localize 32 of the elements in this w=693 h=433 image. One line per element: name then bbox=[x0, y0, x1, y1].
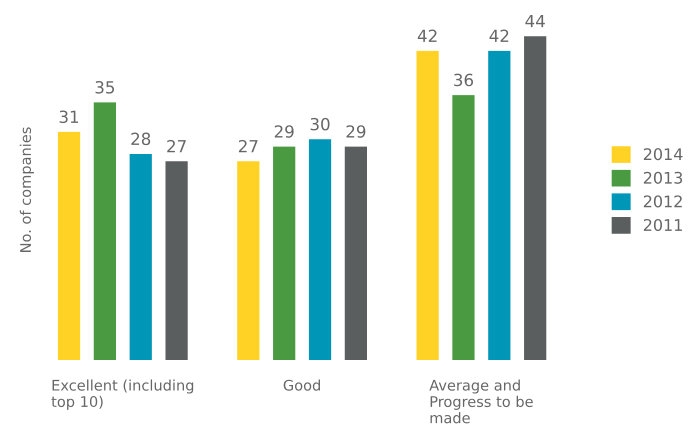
bar bbox=[524, 36, 546, 360]
data-label: 27 bbox=[167, 140, 186, 152]
bar bbox=[452, 95, 475, 360]
legend-label: 2013 bbox=[644, 172, 682, 184]
bar bbox=[165, 161, 188, 360]
data-label: 28 bbox=[131, 132, 150, 146]
bar bbox=[58, 132, 80, 360]
bar bbox=[416, 50, 439, 360]
bar bbox=[130, 154, 152, 360]
legend-label: 2012 bbox=[644, 195, 682, 208]
bar bbox=[344, 146, 368, 360]
bar bbox=[237, 161, 260, 360]
y-axis-title: No. of companies bbox=[20, 127, 34, 252]
data-label: 42 bbox=[418, 30, 437, 42]
bar bbox=[94, 102, 116, 360]
data-label: 35 bbox=[96, 81, 114, 94]
x-tick-label: Good bbox=[284, 379, 320, 391]
data-label: 29 bbox=[346, 125, 366, 138]
legend-label: 2011 bbox=[644, 218, 682, 232]
data-label: 31 bbox=[60, 110, 78, 124]
data-label: 44 bbox=[525, 15, 545, 28]
x-tick-label: Average and Progress to be made bbox=[429, 379, 533, 424]
bar bbox=[273, 146, 296, 360]
x-tick-label: Excellent (including top 10) bbox=[52, 379, 194, 410]
data-label: 42 bbox=[490, 30, 508, 42]
bar bbox=[488, 50, 510, 360]
bar bbox=[308, 139, 332, 360]
data-label: 29 bbox=[274, 125, 294, 138]
data-label: 30 bbox=[310, 118, 330, 130]
data-label: 36 bbox=[454, 74, 474, 86]
data-label: 27 bbox=[238, 140, 258, 152]
legend-label: 2014 bbox=[644, 148, 682, 160]
